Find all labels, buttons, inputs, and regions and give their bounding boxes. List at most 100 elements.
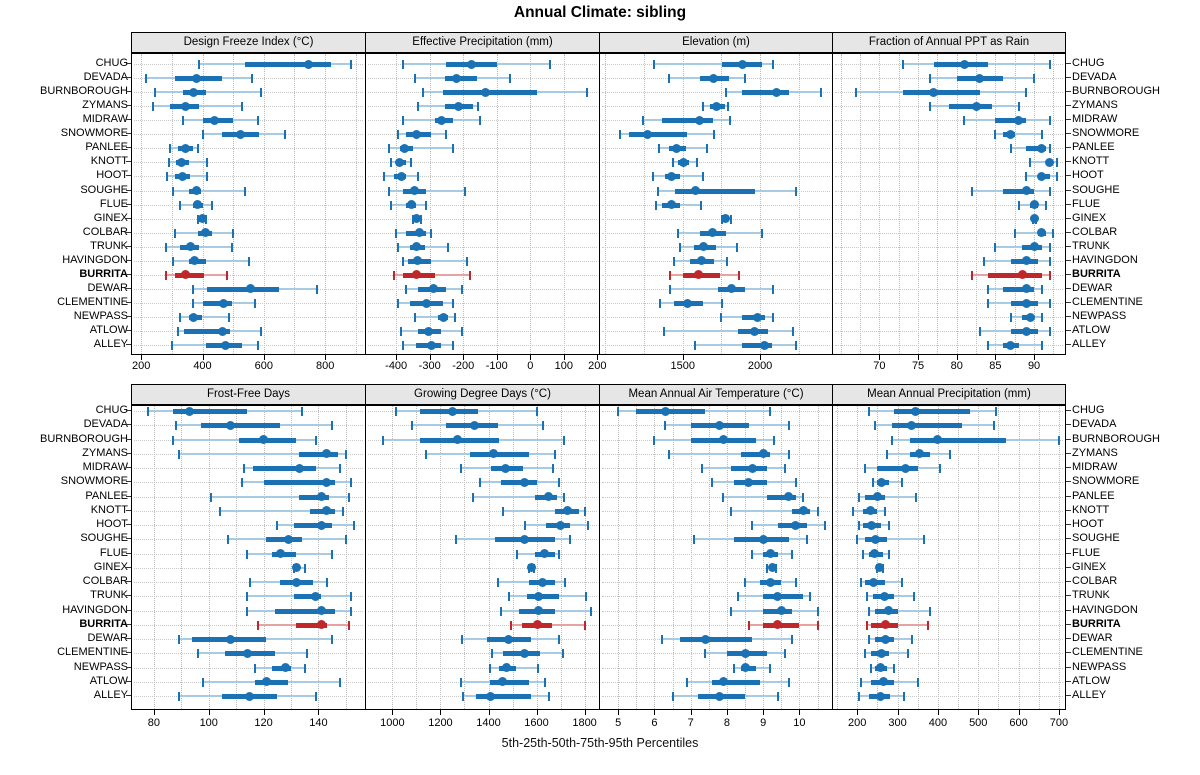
whisker-cap-95th [725, 256, 728, 266]
median-dot [1021, 284, 1031, 294]
row-tick-left [126, 77, 131, 79]
row-tick-right [1066, 595, 1071, 597]
whisker-5-95 [414, 316, 455, 319]
iqr-bar-25-75 [299, 494, 330, 500]
station-label-right-newpass: NEWPASS [1072, 310, 1127, 323]
gridline [840, 54, 842, 354]
median-dot [436, 115, 446, 125]
axis-caption: 5th-25th-50th-75th-95th Percentiles [501, 736, 699, 750]
median-dot [1021, 326, 1031, 336]
whisker-cap-95th [912, 592, 915, 602]
whisker-cap-95th [344, 535, 347, 545]
whisker-cap-5th [516, 549, 519, 559]
station-label-left-midraw: MIDRAW [82, 461, 128, 474]
gridline [368, 162, 597, 164]
median-dot [740, 648, 750, 658]
median-dot [447, 406, 457, 416]
gridline [602, 525, 830, 527]
gridline [368, 176, 597, 178]
median-dot [291, 577, 301, 587]
gridline [368, 303, 597, 305]
station-label-left-panlee: PANLEE [85, 489, 128, 502]
whisker-cap-5th [660, 635, 663, 645]
gridline [1058, 406, 1060, 709]
row-tick-left [126, 509, 131, 511]
median-dot [726, 284, 736, 294]
whisker-cap-5th [667, 449, 670, 459]
median-dot [188, 312, 198, 322]
x-axis-tick-label: 1400 [476, 717, 501, 729]
whisker-cap-5th [169, 144, 172, 154]
whisker-cap-5th [144, 74, 147, 84]
whisker-cap-5th [196, 214, 199, 224]
station-label-right-clementine: CLEMENTINE [1072, 646, 1143, 659]
gridline [998, 406, 1000, 709]
gridline [918, 54, 920, 354]
whisker-cap-5th [657, 144, 660, 154]
row-tick-right [1066, 638, 1071, 640]
x-axis-tick [978, 710, 980, 715]
whisker-cap-95th [922, 535, 925, 545]
row-tick-right [1066, 231, 1071, 233]
median-dot [875, 691, 885, 701]
x-axis-tick-label: 1000 [380, 717, 405, 729]
whisker-cap-5th [510, 620, 513, 630]
gridline [835, 482, 1063, 484]
whisker-cap-5th [890, 435, 893, 445]
gridline [958, 406, 960, 709]
station-label-left-hoot: HOOT [96, 518, 128, 531]
gridline [208, 406, 210, 709]
station-label-right-panlee: PANLEE [1072, 489, 1115, 502]
whisker-5-95 [219, 509, 344, 512]
station-label-left-flue: FLUE [99, 197, 128, 210]
median-dot [193, 200, 203, 210]
whisker-cap-5th [617, 407, 620, 416]
whisker-cap-5th [218, 506, 221, 516]
median-dot [642, 129, 652, 139]
gridline [602, 176, 830, 178]
whisker-cap-5th [1013, 228, 1016, 238]
whisker-cap-95th [452, 341, 455, 351]
panel-header-fraction-of-annual-ppt-as-rain: Fraction of Annual PPT as Rain [832, 32, 1066, 53]
station-label-left-dewar: DEWAR [87, 632, 128, 645]
gridline [708, 406, 710, 709]
x-axis-tick-label: 500 [969, 717, 988, 729]
station-label-right-colbar: COLBAR [1072, 575, 1118, 588]
whisker-cap-5th [416, 102, 419, 112]
whisker-cap-95th [701, 172, 704, 182]
whisker-cap-95th [928, 606, 931, 616]
median-dot [316, 606, 326, 616]
x-axis-tick [318, 710, 320, 715]
gridline [897, 406, 899, 709]
x-axis-tick [937, 710, 939, 715]
station-label-left-ginex: GINEX [93, 211, 128, 224]
gridline [368, 190, 597, 192]
gridline [835, 639, 1063, 641]
median-dot [737, 59, 747, 69]
whisker-cap-95th [303, 663, 306, 673]
iqr-bar-25-75 [712, 679, 760, 685]
whisker-cap-5th [868, 606, 871, 616]
gridline [781, 406, 783, 709]
row-tick-left [126, 133, 131, 135]
median-dot [907, 420, 917, 430]
whisker-cap-95th [713, 130, 716, 140]
median-dot [773, 591, 783, 601]
median-dot [975, 73, 985, 83]
row-tick-right [1066, 287, 1071, 289]
median-dot [316, 492, 326, 502]
gridline [799, 406, 801, 709]
whisker-cap-95th [232, 228, 235, 238]
whisker-cap-95th [914, 492, 917, 502]
median-dot [679, 157, 689, 167]
row-tick-left [126, 652, 131, 654]
gridline [134, 246, 363, 248]
row-tick-left [126, 638, 131, 640]
x-axis-tick [1034, 355, 1036, 360]
row-tick-right [1066, 666, 1071, 668]
whisker-cap-95th [1025, 88, 1028, 98]
whisker-cap-5th [751, 549, 754, 559]
gridline [672, 406, 674, 709]
x-axis-tick [763, 710, 765, 715]
whisker-cap-5th [736, 592, 739, 602]
